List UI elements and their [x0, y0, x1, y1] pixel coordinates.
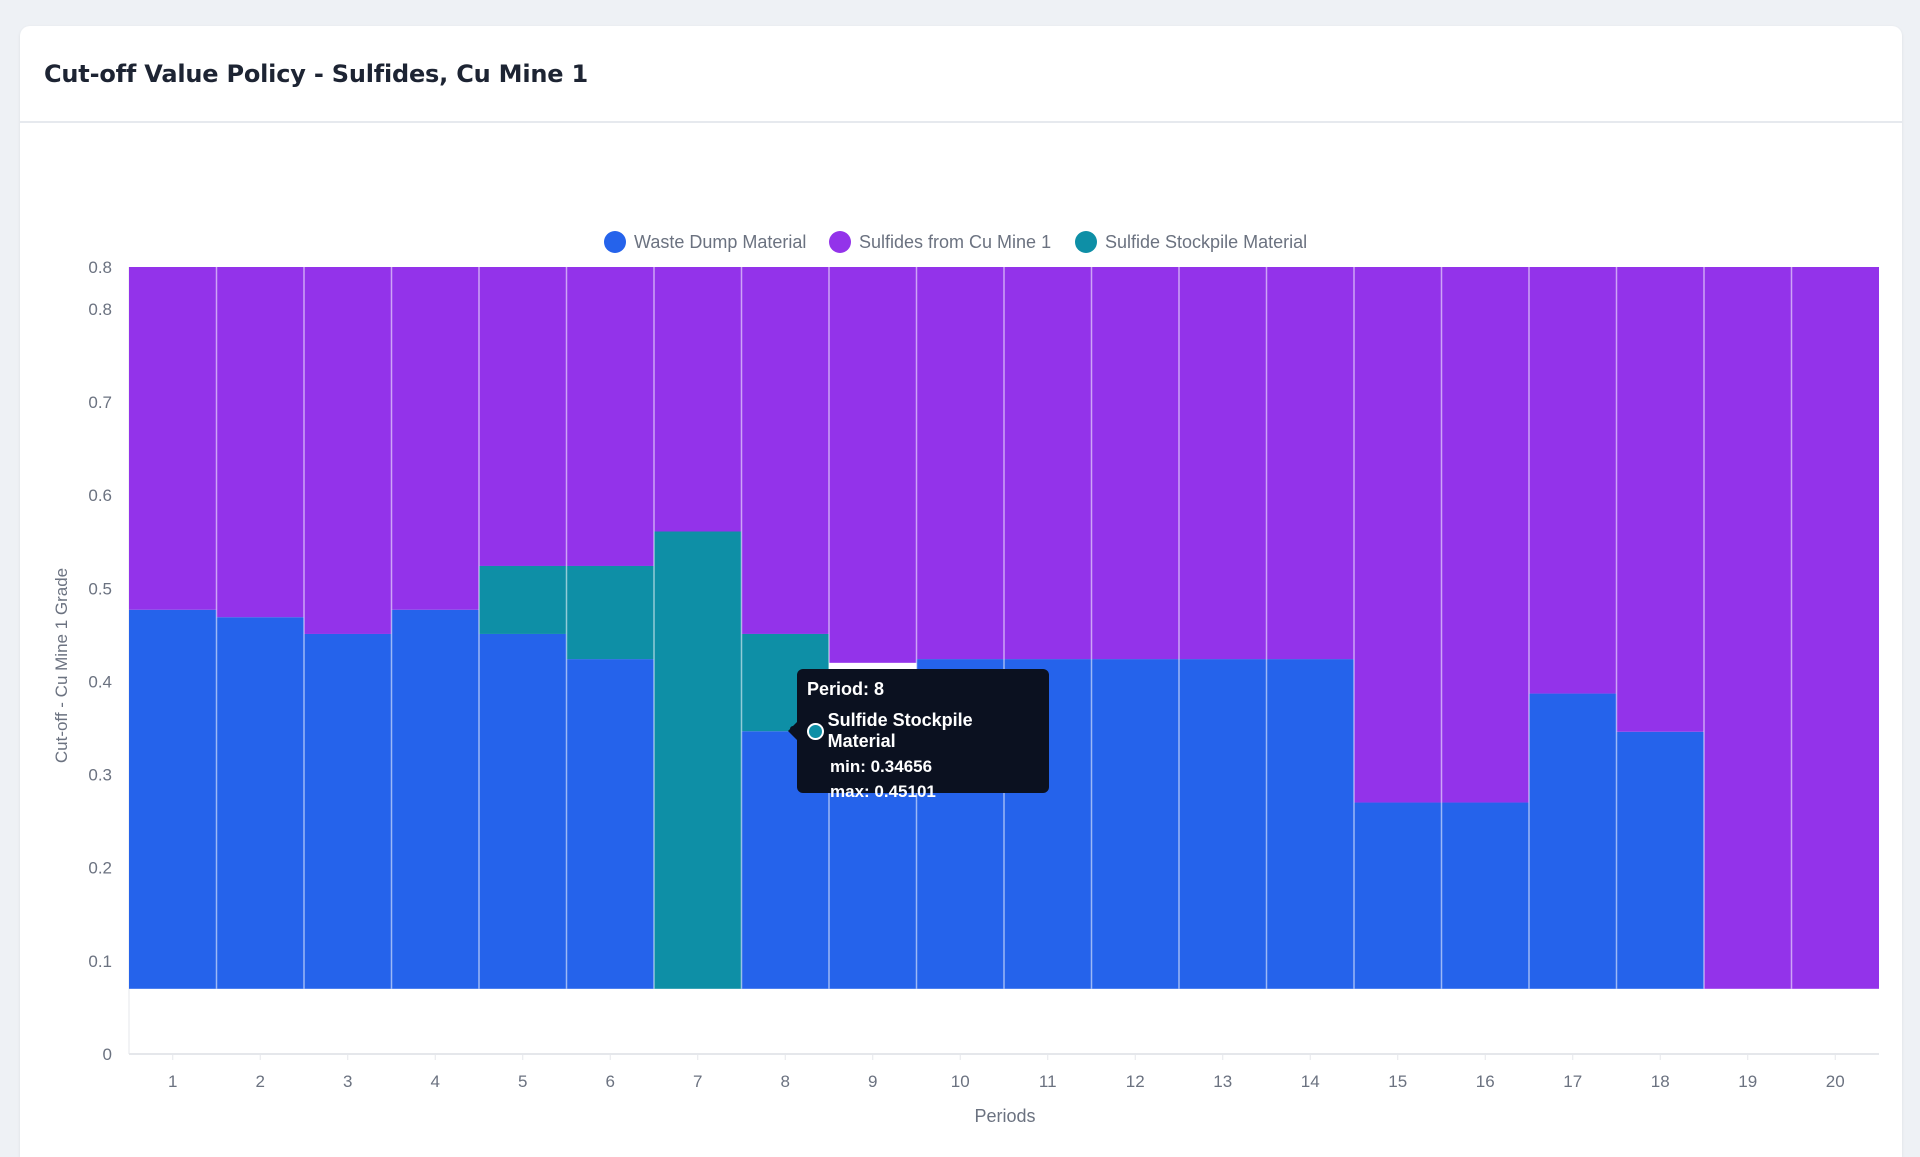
tooltip-series-name: Sulfide Stockpile Material — [827, 710, 973, 751]
bar-sulfides-from-cu-mine-1-period-17[interactable] — [1529, 267, 1617, 694]
bar-sulfides-from-cu-mine-1-period-14[interactable] — [1266, 267, 1355, 660]
bar-sulfides-from-cu-mine-1-period-12[interactable] — [1091, 267, 1180, 660]
y-tick-label-6: 0.6 — [88, 486, 112, 505]
y-tick-label-8: 0.8 — [88, 300, 112, 319]
bar-sulfides-from-cu-mine-1-period-9[interactable] — [829, 267, 917, 663]
legend-item-waste-dump-material[interactable]: Waste Dump Material — [604, 231, 806, 253]
legend-swatch-waste-dump-material — [604, 231, 626, 253]
x-tick-label-6: 6 — [606, 1072, 615, 1091]
y-tick-label-0: 0 — [103, 1045, 112, 1064]
bar-waste-dump-material-period-5[interactable] — [479, 633, 567, 989]
bar-sulfides-from-cu-mine-1-period-19[interactable] — [1704, 267, 1792, 989]
bar-sulfide-stockpile-material-period-6[interactable] — [566, 565, 655, 660]
bar-sulfides-from-cu-mine-1-period-10[interactable] — [916, 267, 1005, 660]
x-tick-label-12: 12 — [1126, 1072, 1145, 1091]
tooltip-series-swatch — [807, 722, 824, 740]
tooltip-title: Period: 8 — [807, 679, 885, 699]
bar-sulfide-stockpile-material-period-7[interactable] — [654, 531, 742, 989]
bar-waste-dump-material-period-12[interactable] — [1091, 659, 1180, 989]
x-tick-label-9: 9 — [868, 1072, 877, 1091]
bar-sulfides-from-cu-mine-1-period-6[interactable] — [566, 267, 655, 566]
x-tick-label-7: 7 — [693, 1072, 702, 1091]
bar-waste-dump-material-period-18[interactable] — [1616, 731, 1705, 989]
legend-swatch-sulfides-from-cu-mine-1 — [829, 231, 851, 253]
tooltip-max: max: 0.45101 — [830, 782, 936, 801]
x-tick-label-16: 16 — [1476, 1072, 1495, 1091]
x-tick-label-11: 11 — [1039, 1072, 1057, 1091]
bar-waste-dump-material-period-9[interactable] — [829, 774, 917, 989]
bar-sulfides-from-cu-mine-1-period-4[interactable] — [391, 267, 480, 610]
bar-waste-dump-material-period-6[interactable] — [566, 659, 655, 989]
x-tick-label-17: 17 — [1563, 1072, 1582, 1091]
x-tick-label-20: 20 — [1826, 1072, 1845, 1091]
bar-waste-dump-material-period-1[interactable] — [129, 609, 217, 989]
x-axis-title: Periods — [974, 1106, 1035, 1126]
chart-tooltip: Period: 8 Sulfide Stockpile Material min… — [788, 669, 1049, 801]
bar-sulfides-from-cu-mine-1-period-7[interactable] — [654, 267, 742, 532]
card-title: Cut-off Value Policy - Sulfides, Cu Mine… — [44, 59, 588, 88]
tooltip-min: min: 0.34656 — [830, 757, 933, 776]
bar-waste-dump-material-period-2[interactable] — [216, 617, 305, 989]
legend-swatch-sulfide-stockpile-material — [1075, 231, 1097, 253]
x-tick-label-5: 5 — [518, 1072, 527, 1091]
x-tick-label-14: 14 — [1301, 1072, 1320, 1091]
x-tick-label-3: 3 — [343, 1072, 352, 1091]
bar-waste-dump-material-period-14[interactable] — [1266, 659, 1355, 989]
bar-sulfides-from-cu-mine-1-period-20[interactable] — [1791, 267, 1880, 989]
legend-label-waste-dump-material: Waste Dump Material — [634, 232, 806, 252]
y-tick-label-5: 0.5 — [88, 579, 112, 598]
x-tick-label-18: 18 — [1651, 1072, 1670, 1091]
bar-sulfides-from-cu-mine-1-period-16[interactable] — [1441, 267, 1530, 803]
x-tick-label-19: 19 — [1738, 1072, 1757, 1091]
x-tick-label-4: 4 — [431, 1072, 440, 1091]
card-header: Cut-off Value Policy - Sulfides, Cu Mine… — [20, 26, 1902, 123]
y-tick-label-2: 0.2 — [88, 859, 112, 878]
bar-waste-dump-material-period-15[interactable] — [1354, 802, 1442, 989]
legend-label-sulfides-from-cu-mine-1: Sulfides from Cu Mine 1 — [859, 232, 1051, 252]
x-tick-label-2: 2 — [256, 1072, 265, 1091]
legend-label-sulfide-stockpile-material: Sulfide Stockpile Material — [1105, 232, 1307, 252]
y-tick-label-7: 0.7 — [88, 393, 112, 412]
bar-sulfides-from-cu-mine-1-period-15[interactable] — [1354, 267, 1442, 803]
y-tick-label-4: 0.4 — [88, 672, 112, 691]
bar-sulfides-from-cu-mine-1-period-3[interactable] — [304, 267, 392, 634]
bar-sulfides-from-cu-mine-1-period-18[interactable] — [1616, 267, 1705, 732]
bar-waste-dump-material-period-13[interactable] — [1179, 659, 1267, 989]
bar-sulfides-from-cu-mine-1-period-11[interactable] — [1004, 267, 1092, 660]
x-tick-label-15: 15 — [1388, 1072, 1407, 1091]
y-tick-label-3: 0.3 — [88, 766, 112, 785]
y-axis-title: Cut-off - Cu Mine 1 Grade — [52, 568, 71, 763]
bar-sulfides-from-cu-mine-1-period-2[interactable] — [216, 267, 305, 618]
x-tick-label-10: 10 — [951, 1072, 970, 1091]
y-tick-label-9: 0.8 — [88, 258, 112, 277]
x-tick-label-13: 13 — [1213, 1072, 1232, 1091]
bar-waste-dump-material-period-3[interactable] — [304, 633, 392, 989]
bar-sulfide-stockpile-material-period-5[interactable] — [479, 565, 567, 634]
bar-sulfides-from-cu-mine-1-period-13[interactable] — [1179, 267, 1267, 660]
legend-item-sulfide-stockpile-material[interactable]: Sulfide Stockpile Material — [1075, 231, 1307, 253]
x-tick-label-1: 1 — [168, 1072, 177, 1091]
bar-waste-dump-material-period-17[interactable] — [1529, 693, 1617, 989]
bar-sulfides-from-cu-mine-1-period-1[interactable] — [129, 267, 217, 610]
bar-sulfides-from-cu-mine-1-period-5[interactable] — [479, 267, 567, 566]
bar-waste-dump-material-period-4[interactable] — [391, 609, 480, 989]
x-tick-label-8: 8 — [781, 1072, 790, 1091]
bar-waste-dump-material-period-16[interactable] — [1441, 802, 1530, 989]
y-tick-label-1: 0.1 — [88, 952, 112, 971]
legend-item-sulfides-from-cu-mine-1[interactable]: Sulfides from Cu Mine 1 — [829, 231, 1051, 253]
bar-sulfides-from-cu-mine-1-period-8[interactable] — [741, 267, 830, 634]
